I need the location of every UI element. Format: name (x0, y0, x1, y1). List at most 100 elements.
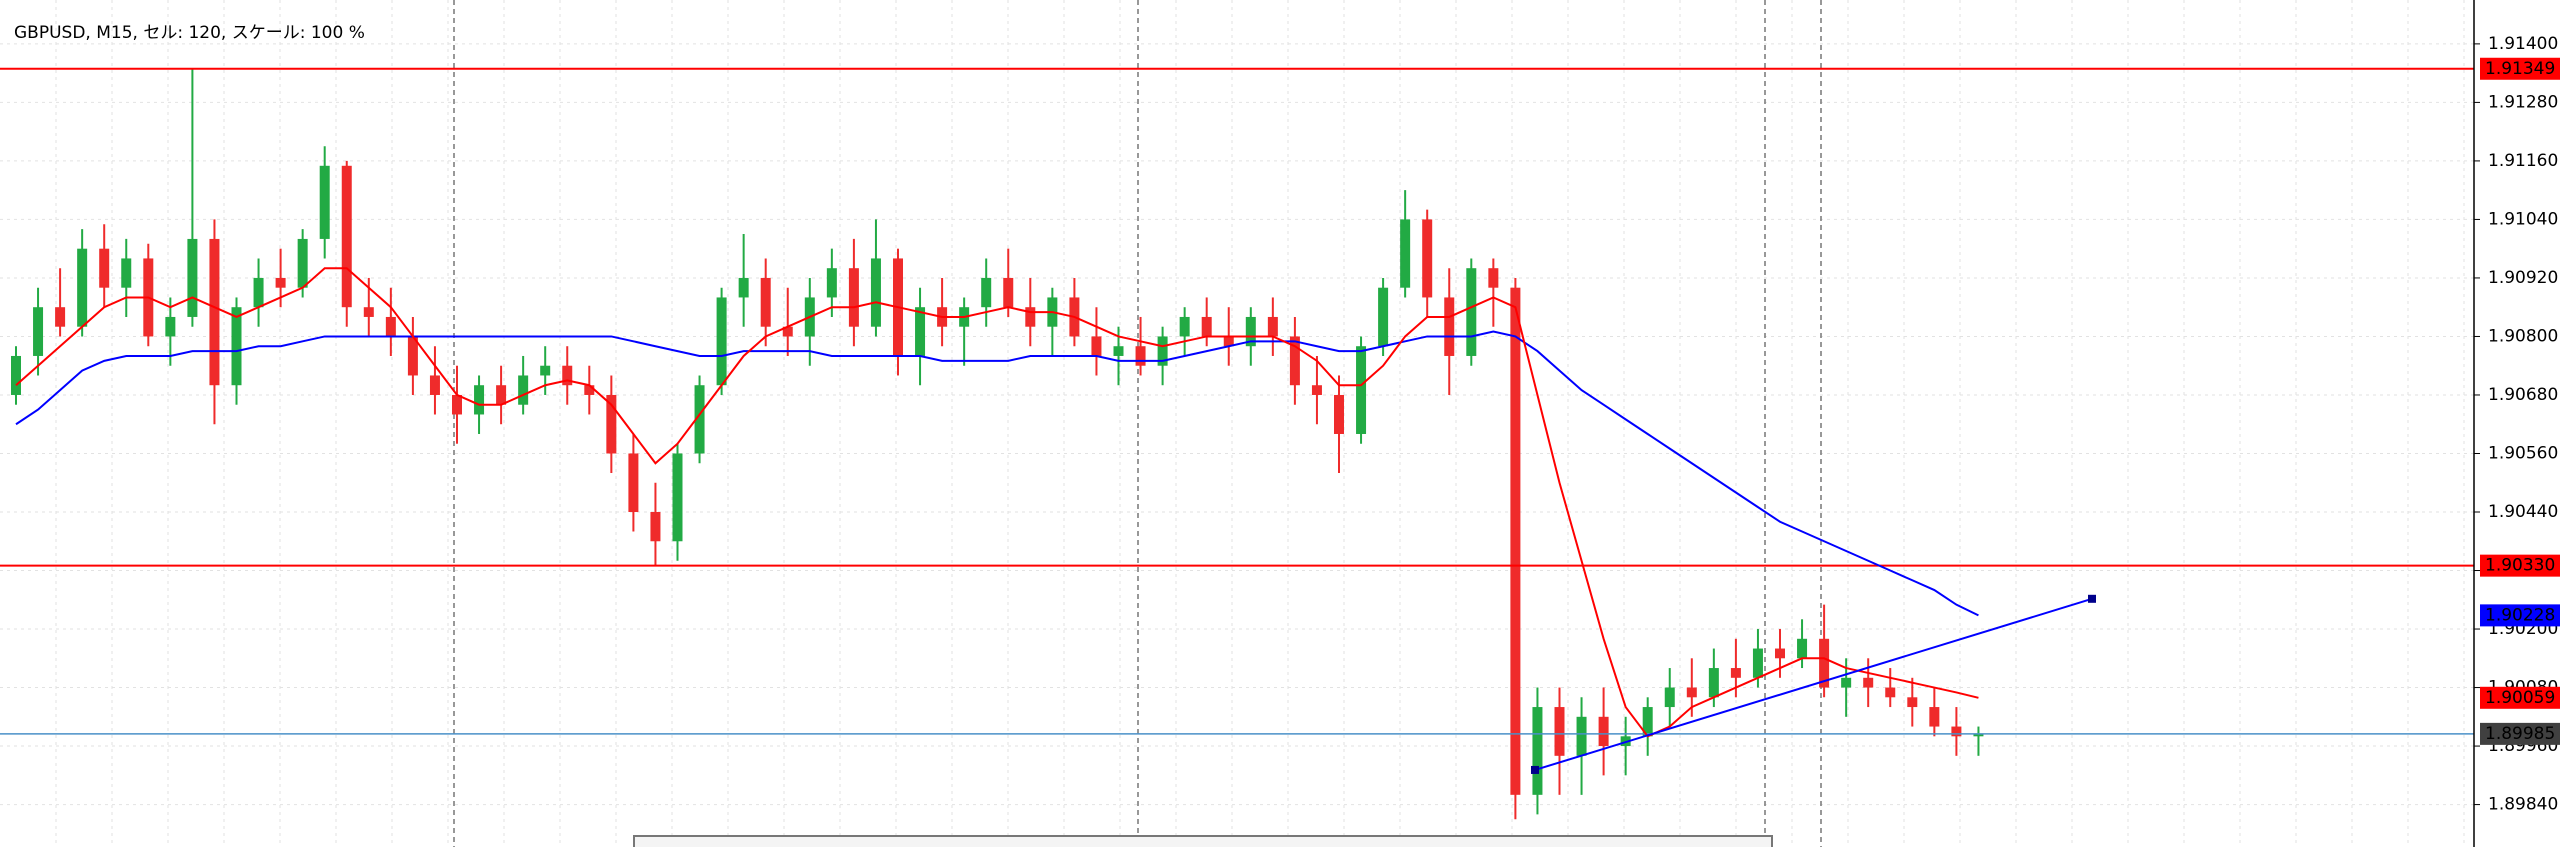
price-tag (2480, 604, 2560, 627)
y-tick-label: 1.90680 (2488, 385, 2558, 405)
candle-body (1245, 316, 1256, 347)
candle-body (1466, 268, 1477, 356)
candle-body (1598, 716, 1609, 747)
candle-body (1730, 668, 1741, 678)
candle-body (1334, 394, 1344, 434)
plot (0, 67, 2474, 820)
candle-body (1973, 733, 1984, 737)
candle-body (231, 307, 242, 386)
candle-body (672, 453, 683, 542)
candle-body (363, 307, 374, 317)
candle-body (1113, 346, 1124, 356)
candle-body (981, 277, 992, 308)
candle-body (1223, 336, 1234, 347)
candle-body (1576, 716, 1587, 756)
candle-body (1422, 219, 1433, 298)
candle-body (1444, 297, 1455, 356)
candle-body (121, 258, 132, 288)
candle-body (297, 238, 308, 288)
candle-body (1951, 726, 1962, 737)
candle-body (716, 297, 727, 386)
candle-body (1664, 687, 1675, 708)
price-tag-label: 1.89985 (2485, 724, 2555, 744)
candle-body (1378, 287, 1389, 347)
candle-body (584, 385, 595, 395)
candle-body (1135, 346, 1146, 366)
trendline (1534, 597, 2093, 771)
candle-body (1841, 677, 1852, 688)
candle-body (209, 238, 220, 386)
candle-body (1752, 648, 1763, 678)
period-separators (453, 0, 1822, 847)
price-tag (2480, 57, 2560, 80)
y-tick-label: 1.90800 (2488, 326, 2558, 346)
candle-body (452, 394, 462, 415)
candle-body (1907, 697, 1918, 708)
candle-body (99, 248, 110, 288)
candle-body (1885, 687, 1896, 698)
candle-body (1267, 316, 1278, 337)
candle-body (1289, 336, 1300, 386)
candle-body (1863, 677, 1874, 688)
candle-body (1642, 707, 1653, 737)
candle-body (1510, 287, 1521, 795)
candle-body (782, 326, 793, 337)
candle-body (1929, 707, 1940, 727)
price-tag-label: 1.90330 (2485, 556, 2555, 576)
price-tag (2480, 722, 2560, 745)
candle-body (540, 365, 551, 376)
y-tick-label: 1.91280 (2488, 92, 2558, 112)
candle-body (848, 268, 859, 327)
y-tick-label: 1.91160 (2488, 151, 2558, 171)
y-tick-label: 1.90920 (2488, 268, 2558, 288)
candle-body (55, 307, 66, 327)
candle-body (915, 307, 926, 356)
candle-body (1025, 307, 1036, 327)
y-tick-label: 1.91040 (2488, 209, 2558, 229)
candle-body (562, 365, 573, 386)
candle-body (518, 375, 529, 405)
price-tag-label: 1.90059 (2485, 688, 2555, 708)
candle-body (1775, 648, 1785, 659)
candle-body (407, 336, 418, 376)
candle-body (1003, 277, 1014, 308)
price-tag-label: 1.91349 (2485, 59, 2555, 79)
y-tick-label: 1.91400 (2488, 34, 2558, 54)
trendline-handle (1531, 765, 1539, 774)
candle-body (1179, 316, 1190, 337)
candle-body (1356, 346, 1367, 434)
candle-body (1819, 638, 1830, 688)
trendline-handle (2088, 594, 2096, 603)
candle-body (738, 277, 749, 298)
candle-body (187, 238, 198, 317)
candle-body (253, 277, 264, 308)
candle-body (474, 385, 485, 415)
candle-body (319, 165, 330, 239)
candle-body (694, 385, 705, 454)
candle-body (341, 165, 352, 308)
candle-body (1157, 336, 1168, 366)
y-tick-label: 1.90560 (2488, 443, 2558, 463)
candle-body (1554, 707, 1565, 756)
candle-body (11, 355, 21, 395)
candle-body (1091, 336, 1102, 356)
candle-body (429, 375, 440, 395)
moving-average (15, 330, 1979, 617)
candle-body (606, 394, 617, 454)
price-tag (2480, 686, 2560, 709)
candle-body (628, 453, 639, 513)
candle-body (1532, 707, 1543, 795)
candle-body (496, 385, 507, 405)
candle-body (1686, 687, 1697, 698)
popup-window (633, 835, 1773, 847)
price-tag (2480, 554, 2560, 577)
candle-body (1708, 668, 1719, 698)
candle-body (1488, 268, 1499, 288)
candle-body (826, 268, 837, 298)
candle-body (77, 248, 88, 327)
candle-body (1311, 385, 1322, 395)
candle-body (385, 316, 396, 337)
